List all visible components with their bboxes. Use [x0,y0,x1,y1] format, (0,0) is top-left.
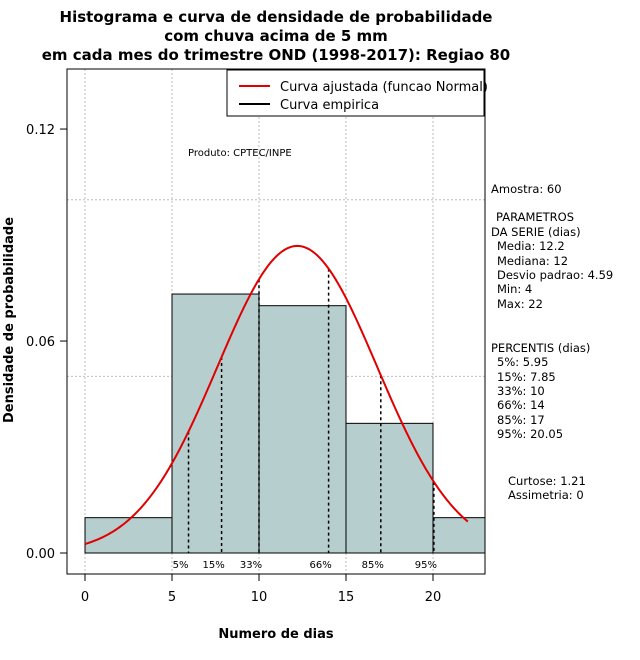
stat-parametros-title-2: DA SERIE (dias) [491,225,581,239]
chart-title-line-3: em cada mes do trimestre OND (1998-2017)… [42,46,511,64]
histogram-bar [84,517,173,554]
y-axis-title: Densidade de probabilidade [2,217,17,423]
stat-p66: 66%: 14 [497,398,545,412]
stat-mediana: Mediana: 12 [497,254,568,268]
credit-text: Produto: CPTEC/INPE [188,148,292,159]
percentile-label: 15% [202,560,224,571]
x-tick-label: 20 [425,590,442,605]
stat-curtose: Curtose: 1.21 [508,474,586,488]
histogram-bar [432,517,486,554]
chart-title-line-1: Histograma e curva de densidade de proba… [60,8,493,26]
plot-frame [66,68,486,575]
y-tick-label: 0.12 [26,123,55,138]
stat-p33: 33%: 10 [497,384,545,398]
stats-panel: Amostra: 60 PARAMETROS DA SERIE (dias) M… [491,182,613,502]
stat-p15: 15%: 7.85 [497,370,556,384]
histogram-bar [171,293,260,554]
fitted-curve [84,244,469,545]
percentile-label: 5% [173,560,189,571]
histogram-bars [84,293,486,554]
legend-label-fitted: Curva ajustada (funcao Normal) [280,80,488,95]
x-tick-label: 5 [168,590,176,605]
percentile-lines: 5% 15% 33% 66% 85% 95% [173,268,437,571]
histogram-bar [258,305,347,554]
legend-box [226,69,485,117]
y-tick-label: 0.06 [26,335,55,350]
stat-p5: 5%: 5.95 [497,355,548,369]
stat-p95: 95%: 20.05 [497,427,563,441]
fitted-curve-line [84,244,469,545]
x-tick-label: 0 [81,590,89,605]
stat-media: Media: 12.2 [497,239,565,253]
stat-percentis-title: PERCENTIS (dias) [491,341,590,355]
percentile-label: 95% [415,560,437,571]
stat-min: Min: 4 [497,282,532,296]
stat-desvio: Desvio padrao: 4.59 [497,268,613,282]
legend: Curva ajustada (funcao Normal) Curva emp… [226,69,488,117]
stat-assimetria: Assimetria: 0 [508,488,584,502]
stat-p85: 85%: 17 [497,413,545,427]
stat-max: Max: 22 [497,297,543,311]
axes: 0 5 10 15 20 0.00 0.06 0.12 [26,123,441,605]
stat-amostra: Amostra: 60 [491,182,562,196]
percentile-label: 85% [362,560,384,571]
percentile-label: 33% [240,560,262,571]
legend-label-empirical: Curva empirica [280,98,379,113]
histogram-bar [345,422,434,554]
y-tick-label: 0.00 [26,547,55,562]
stat-parametros-title-1: PARAMETROS [496,210,574,224]
x-tick-label: 10 [251,590,268,605]
percentile-label: 66% [309,560,331,571]
x-axis-title: Numero de dias [218,627,334,642]
chart-title-line-2: com chuva acima de 5 mm [164,27,388,45]
x-tick-label: 15 [338,590,355,605]
